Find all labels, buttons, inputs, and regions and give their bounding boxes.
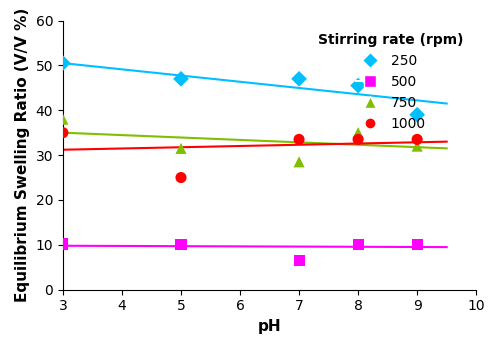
Point — [59, 241, 67, 247]
Point — [295, 136, 303, 142]
Point — [413, 112, 421, 118]
Point — [59, 130, 67, 135]
Point — [295, 159, 303, 165]
Point — [177, 175, 185, 180]
Point — [354, 136, 362, 142]
Point — [354, 242, 362, 248]
Point — [413, 143, 421, 149]
Point — [177, 242, 185, 248]
Point — [295, 76, 303, 82]
Point — [177, 76, 185, 82]
Point — [413, 242, 421, 248]
Point — [295, 258, 303, 263]
Point — [177, 146, 185, 151]
Point — [413, 136, 421, 142]
Y-axis label: Equilibrium Swelling Ratio (V/V %): Equilibrium Swelling Ratio (V/V %) — [15, 8, 30, 302]
Legend: 250, 500, 750, 1000: 250, 500, 750, 1000 — [312, 28, 469, 136]
Point — [354, 130, 362, 135]
X-axis label: pH: pH — [258, 319, 281, 334]
Point — [59, 117, 67, 122]
Point — [354, 83, 362, 88]
Point — [59, 60, 67, 66]
